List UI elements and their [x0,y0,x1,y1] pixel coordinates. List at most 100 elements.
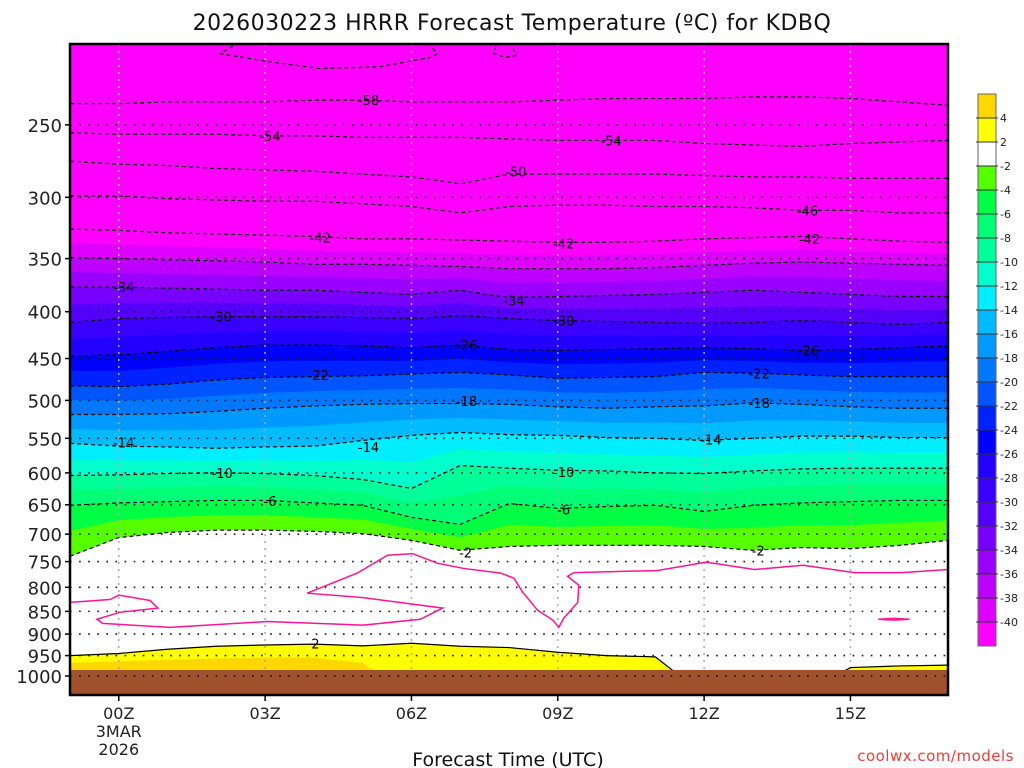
isotherm--38 [70,256,948,270]
colorbar-label: -2 [1000,160,1011,173]
colorbar-frame [977,93,997,647]
y-axis: 2503003504004505005506006507007508008509… [16,116,70,688]
isotherm-label: -10 [212,467,233,482]
y-tick-label: 900 [28,625,62,646]
x-tick-date-label: 2026 [98,740,139,759]
gridlines [70,44,948,695]
y-tick-label: 350 [28,250,62,271]
isotherm-label: -14 [358,441,379,456]
colorbar-swatch [978,502,996,526]
watermark-link[interactable]: coolwx.com/models [857,747,1014,765]
isotherm-upper-loop [218,45,439,70]
y-tick-label: 700 [28,525,62,546]
colorbar-swatch [978,262,996,286]
colorbar-label: -24 [1000,424,1018,437]
colorbar-swatch [978,118,996,142]
isotherm-label: -58 [358,94,379,109]
isotherm-label: -14 [700,434,721,449]
colorbar-swatch [978,238,996,262]
y-tick-label: 650 [28,496,62,517]
isotherm--58 [70,96,948,106]
colorbar-label: -12 [1000,280,1018,293]
isotherm-2 [70,642,948,695]
plot-frame [68,42,950,697]
colorbar-swatch [978,382,996,406]
y-tick-label: 500 [28,391,62,412]
colorbar-legend: -40-38-36-34-32-30-28-26-24-22-20-18-16-… [976,93,1018,647]
colorbar-swatch [978,478,996,502]
colorbar-label: -38 [1000,592,1018,605]
isotherm-label: -30 [211,311,232,326]
x-tick-label: 09Z [542,704,573,723]
isotherm-label: -54 [600,134,621,149]
y-tick-label: 600 [28,464,62,485]
isotherm--10 [70,464,948,490]
isotherm-label: -26 [456,339,477,354]
plot-area: -58 -54 -54 -50 -46 -42 -42 -42 -34 -34 -30 -30 -26 -… [70,44,948,695]
colorbar-swatch [978,550,996,574]
isotherm-0 [70,552,948,629]
colorbar-label: 4 [1000,112,1007,125]
isotherm-labels: -58 -54 -54 -50 -46 -42 -42 -42 -34 -34 -30 -30 -26 -… [113,94,820,652]
y-tick-label: 750 [28,553,62,574]
colorbar-swatch [978,358,996,382]
isotherm-label: -10 [553,466,574,481]
y-tick-label: 400 [28,303,62,324]
isotherm-label: -22 [749,367,770,382]
isotherm-label: -2 [459,546,472,561]
colorbar-swatch [978,622,996,646]
colorbar-swatch [978,334,996,358]
colorbar-swatch [978,430,996,454]
y-tick-label: 250 [28,116,62,137]
x-tick-date-label: 3MAR [96,722,142,741]
isotherm-label: -18 [749,397,770,412]
isotherm-label: -30 [553,315,574,330]
isotherm-label: -26 [798,344,819,359]
colorbar-swatch [978,406,996,430]
ground-layer [70,669,948,695]
isotherm--42 [70,228,948,243]
isotherm-label: -6 [264,495,277,510]
isotherm-label: -54 [259,130,280,145]
colorbar-swatch [978,166,996,190]
isotherm-label: -14 [113,437,134,452]
x-tick-label: 00Z [103,704,134,723]
colorbar-label: -20 [1000,376,1018,389]
isotherm-label: 2 [311,637,319,652]
colorbar-label: -32 [1000,520,1018,533]
colorbar-swatch [978,94,996,118]
ground-terrain [70,669,948,695]
x-tick-label: 06Z [396,704,427,723]
isotherm-label: -34 [113,281,134,296]
colorbar-swatch [978,310,996,334]
chart-title: 2026030223 HRRR Forecast Temperature (ºC… [193,11,832,36]
colorbar-swatch [978,574,996,598]
colorbar-swatch [978,142,996,166]
colorbar-label: -16 [1000,328,1018,341]
colorbar-label: -6 [1000,208,1011,221]
colorbar-swatch [978,190,996,214]
isotherm-0 [878,617,910,621]
colorbar-label: -34 [1000,544,1018,557]
isotherm-label: -42 [310,232,331,247]
temperature-fill-bands [70,44,948,695]
colorbar-label: -36 [1000,568,1018,581]
colorbar-swatch [978,286,996,310]
isotherm-label: -46 [797,204,818,219]
colorbar-swatch [978,454,996,478]
isotherm-label: -42 [553,238,574,253]
colorbar-label: -10 [1000,256,1018,269]
y-tick-label: 1000 [16,667,62,688]
colorbar-swatch [978,214,996,238]
isotherm-label: -22 [308,369,329,384]
colorbar-label: -18 [1000,352,1018,365]
isotherm-label: -18 [456,395,477,410]
isotherm-label: -42 [799,233,820,248]
colorbar-label: -30 [1000,496,1018,509]
y-tick-label: 450 [28,350,62,371]
isotherm--54 [70,132,948,148]
isotherm-label: -2 [752,544,765,559]
x-tick-label: 03Z [249,704,280,723]
colorbar-swatch [978,526,996,550]
